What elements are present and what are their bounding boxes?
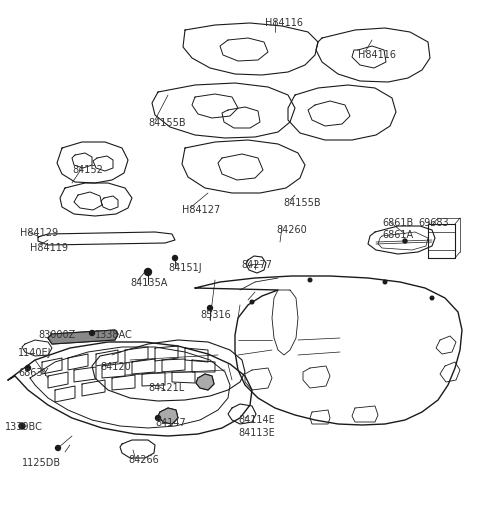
Text: 6861B: 6861B [382,218,413,228]
Text: H84116: H84116 [265,18,303,28]
Text: 84155B: 84155B [148,118,186,128]
Text: 85316: 85316 [200,310,231,320]
Circle shape [25,365,31,371]
Circle shape [19,423,25,429]
Text: H84127: H84127 [182,205,220,215]
Text: 84266: 84266 [128,455,159,465]
Text: 84113E: 84113E [238,428,275,438]
Text: 84147: 84147 [155,418,186,428]
Circle shape [172,255,178,260]
Text: 84121L: 84121L [148,383,184,393]
Circle shape [89,330,95,336]
Text: 84120: 84120 [100,362,131,372]
Text: 6863Y: 6863Y [18,368,48,378]
Circle shape [430,296,434,300]
Text: H84116: H84116 [358,50,396,60]
Text: 84114E: 84114E [238,415,275,425]
Circle shape [56,445,60,450]
Text: 84152: 84152 [72,165,103,175]
Polygon shape [48,330,118,344]
Text: 1339BC: 1339BC [5,422,43,432]
Polygon shape [158,408,178,424]
Text: 1338AC: 1338AC [95,330,133,340]
Polygon shape [196,374,214,390]
Circle shape [156,416,160,421]
Text: 6861A: 6861A [382,230,413,240]
Text: 69683: 69683 [418,218,449,228]
Text: 1125DB: 1125DB [22,458,61,468]
Text: H84129: H84129 [20,228,58,238]
Circle shape [250,300,254,304]
Circle shape [383,280,387,284]
Text: 83000Z: 83000Z [38,330,75,340]
Text: 84260: 84260 [276,225,307,235]
Text: 84277: 84277 [241,260,272,270]
Text: H84119: H84119 [30,243,68,253]
Text: 84155B: 84155B [283,198,321,208]
Text: 1140EJ: 1140EJ [18,348,51,358]
Circle shape [403,239,407,243]
Circle shape [308,278,312,282]
Text: 84135A: 84135A [130,278,168,288]
Circle shape [144,268,152,276]
Text: 84151J: 84151J [168,263,202,273]
Circle shape [207,305,213,311]
